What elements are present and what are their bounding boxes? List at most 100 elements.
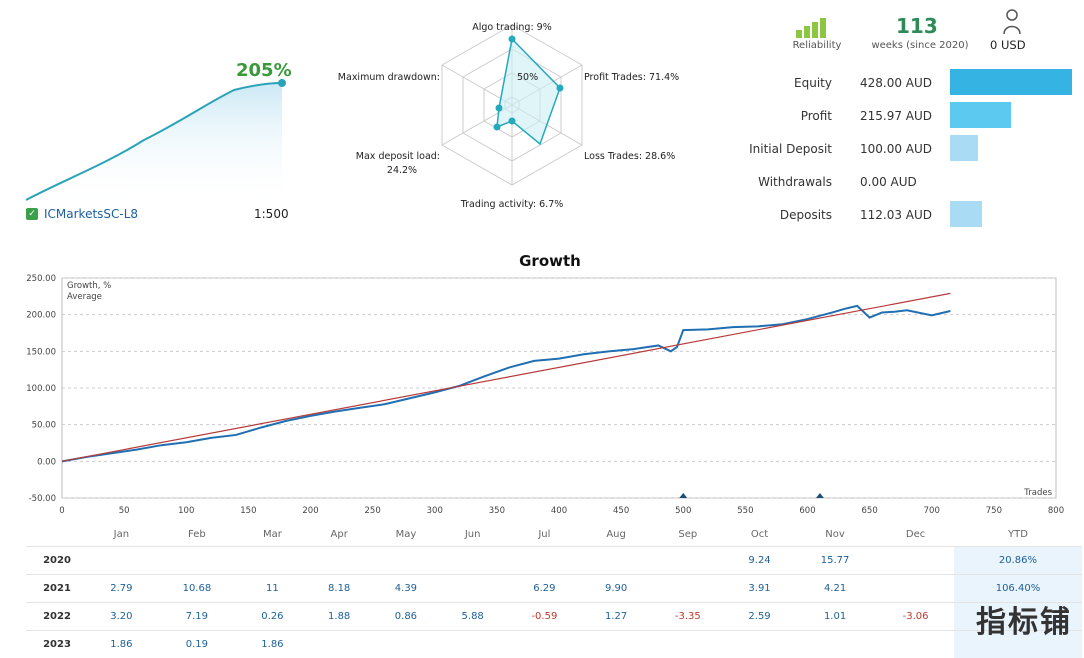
x-tick-label: 450 [613,506,629,516]
stat-value: 428.00 AUD [860,76,932,90]
mini-growth-area [26,83,282,205]
y-tick-label: 150.00 [26,347,56,357]
column-header: Aug [583,522,650,547]
month-cell: 0.86 [373,603,440,631]
ytd-cell: 20.86% [954,547,1082,575]
month-cell: 0.19 [155,631,239,658]
x-tick-label: 600 [799,506,815,516]
radar-point-loss [509,118,516,125]
month-cell [439,547,506,575]
radar-point-drawdown [496,105,503,112]
legend-entry: Average [67,292,102,302]
legend-entry: Growth, % [67,281,111,291]
radar-label-algo: Algo trading: 9% [472,22,551,33]
month-cell [726,631,793,658]
month-cell: 15.77 [793,547,877,575]
radar-label-profit: Profit Trades: 71.4% [584,72,679,83]
x-tick-label: 650 [862,506,878,516]
month-cell: 2.79 [88,575,155,603]
column-header: Dec [877,522,954,547]
month-cell [649,547,726,575]
stat-value: 112.03 AUD [860,208,932,222]
x-tick-label: 300 [427,506,443,516]
reliability-label: Reliability [788,40,846,51]
month-cell [877,575,954,603]
subscribers-usd: 0 USD [990,38,1026,52]
month-cell: 1.27 [583,603,650,631]
year-cell: 2022 [26,603,88,631]
column-header: Jul [506,522,583,547]
x-tick-label: 100 [178,506,194,516]
weeks-value: 113 [896,14,938,38]
month-cell: 3.91 [726,575,793,603]
year-cell: 2021 [26,575,88,603]
month-cell [88,547,155,575]
month-cell: 1.86 [88,631,155,658]
x-tick-label: 350 [489,506,505,516]
x-tick-label: 550 [737,506,753,516]
radar-point-deposit [494,124,501,131]
stat-value: 215.97 AUD [860,109,932,123]
year-cell: 2023 [26,631,88,658]
month-cell: -3.35 [649,603,726,631]
x-axis-label: Trades [1023,488,1052,498]
column-header: Jun [439,522,506,547]
radar-point-algo [509,36,516,43]
column-header: Nov [793,522,877,547]
stat-bar [950,135,978,161]
month-cell: 4.39 [373,575,440,603]
column-header: Mar [239,522,306,547]
leverage: 1:500 [254,207,289,221]
radar-label-drawdown: Maximum drawdown: [338,72,440,83]
month-cell: 0.26 [239,603,306,631]
radar-label-activity: Trading activity: 6.7% [460,199,564,210]
stat-label: Equity [712,76,832,90]
month-cell [583,631,650,658]
month-cell: 10.68 [155,575,239,603]
stat-label: Profit [712,109,832,123]
broker-link[interactable]: ✓ ICMarketsSC-L8 [26,207,138,221]
column-header [26,522,88,547]
y-tick-label: 250.00 [26,274,56,284]
x-tick-label: 200 [302,506,318,516]
column-header: Feb [155,522,239,547]
column-header: Jan [88,522,155,547]
stat-label: Deposits [712,208,832,222]
stat-bar [950,102,1011,128]
stat-value: 0.00 AUD [860,175,917,189]
radar-label-deposit-value: 24.2% [387,165,417,176]
month-cell [439,575,506,603]
x-tick-label: 0 [59,506,64,516]
month-cell: 4.21 [793,575,877,603]
month-cell: -3.06 [877,603,954,631]
month-cell: 1.86 [239,631,306,658]
stat-bar [950,201,982,227]
month-cell [306,631,373,658]
month-cell [373,631,440,658]
month-cell [506,547,583,575]
x-tick-label: 400 [551,506,567,516]
month-cell: 11 [239,575,306,603]
month-cell: 9.24 [726,547,793,575]
month-cell: 1.88 [306,603,373,631]
month-cell [649,631,726,658]
month-cell: 9.90 [583,575,650,603]
month-cell [583,547,650,575]
month-cell [793,631,877,658]
month-cell: 2.59 [726,603,793,631]
growth-chart: 250.00200.00150.00100.0050.000.00-50.000… [0,268,1084,518]
month-cell: 5.88 [439,603,506,631]
month-cell [373,547,440,575]
month-cell: 7.19 [155,603,239,631]
month-cell: 3.20 [88,603,155,631]
month-cell: -0.59 [506,603,583,631]
radar-label-deposit: Max deposit load: [356,151,440,162]
stat-bar [950,69,1072,95]
month-cell: 6.29 [506,575,583,603]
radar-label-loss: Loss Trades: 28.6% [584,151,675,162]
